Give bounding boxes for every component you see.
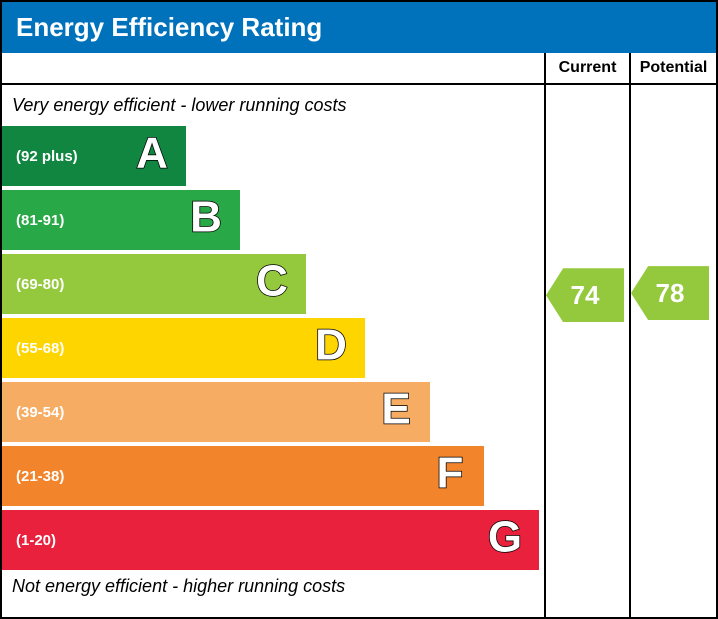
bands-container: (92 plus)A(81-91)B(69-80)C(55-68)D(39-54… [2,126,544,570]
band-letter: A [128,130,176,183]
potential-pointer: 78 [631,266,709,320]
band-range: (1-20) [2,532,539,549]
band-c: (69-80)C [2,254,306,314]
header-row: Current Potential [2,53,716,85]
band-d: (55-68)D [2,318,365,378]
header-current: Current [546,53,631,83]
band-b: (81-91)B [2,190,240,250]
header-spacer [2,53,546,83]
band-range: (39-54) [2,404,430,421]
svg-text:G: G [487,514,521,562]
svg-text:D: D [315,322,347,370]
potential-column: 78 [631,85,716,617]
chart-title: Energy Efficiency Rating [2,2,716,53]
band-g: (1-20)G [2,510,539,570]
band-letter: G [481,514,529,567]
svg-text:F: F [437,450,464,498]
band-letter: D [307,322,355,375]
header-potential: Potential [631,53,716,83]
svg-text:B: B [191,194,223,242]
band-a: (92 plus)A [2,126,186,186]
epc-chart: Energy Efficiency Rating Current Potenti… [0,0,718,619]
current-column: 74 [546,85,631,617]
svg-text:C: C [256,258,288,306]
band-letter: F [426,450,474,503]
band-letter: B [182,194,230,247]
current-pointer: 74 [546,268,624,322]
bands-column: Very energy efficient - lower running co… [2,85,546,617]
band-range: (21-38) [2,468,484,485]
band-e: (39-54)E [2,382,430,442]
band-f: (21-38)F [2,446,484,506]
svg-text:E: E [381,386,410,434]
body-row: Very energy efficient - lower running co… [2,85,716,617]
band-letter: C [248,258,296,311]
svg-text:A: A [136,130,168,178]
note-bottom: Not energy efficient - higher running co… [2,574,544,603]
note-top: Very energy efficient - lower running co… [2,93,544,122]
band-letter: E [372,386,420,439]
